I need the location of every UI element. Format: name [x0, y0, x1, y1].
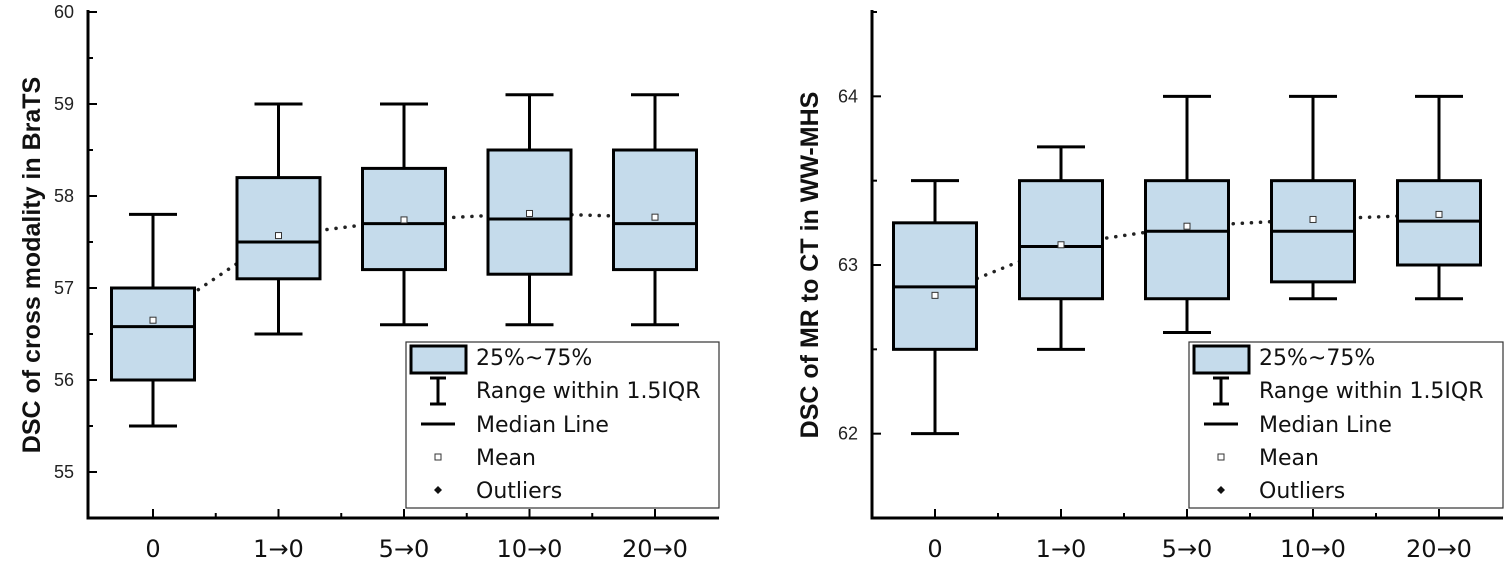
legend-entry-label: 25%~75%	[1259, 346, 1375, 371]
mean-marker	[526, 209, 533, 217]
box-2	[1144, 94, 1230, 334]
mean-marker	[275, 232, 282, 240]
box-4	[612, 93, 698, 327]
mean-marker	[400, 216, 408, 224]
legend-box-symbol	[1192, 344, 1251, 375]
x-tick-label: 0	[145, 535, 160, 563]
mean-marker	[1309, 215, 1317, 223]
x-tick-label: 10→0	[497, 535, 563, 563]
box-0	[110, 212, 196, 428]
chart-right: 62 63 64 0 1→0 5→0 10→0 20→0 DSC of MR to CT in …	[796, 10, 1504, 563]
y-tick-label: 62	[838, 424, 858, 444]
legend-entry-label: Mean	[1259, 446, 1319, 471]
y-tick-label: 57	[54, 278, 74, 298]
legend-entry-label: Mean	[476, 446, 536, 471]
legend-entry-label: Range within 1.5IQR	[1259, 379, 1484, 404]
legend-entry-label: Outliers	[1259, 479, 1345, 504]
legend-outlier-symbol	[1217, 486, 1225, 494]
legend-mean-symbol	[1217, 453, 1225, 461]
y-tick-label: 63	[838, 255, 858, 275]
mean-marker	[1183, 222, 1191, 230]
iqr-box	[1144, 179, 1230, 301]
legend-entry-label: Outliers	[476, 479, 562, 504]
mean-marker	[651, 213, 659, 221]
legend-outlier-symbol	[434, 486, 442, 494]
box-1	[1018, 145, 1104, 351]
mean-marker	[931, 291, 939, 299]
iqr-box	[1018, 179, 1104, 301]
x-tick-label: 1→0	[1036, 535, 1087, 563]
y-axis-label: DSC of cross modality in BraTS	[18, 77, 46, 453]
mean-marker	[1057, 241, 1065, 249]
iqr-box	[1396, 179, 1482, 267]
x-tick-label: 20→0	[622, 535, 688, 563]
y-tick-label: 64	[838, 86, 858, 106]
chart-left: 55 56 57 58 59 60 0 1→0 5→0 10→0 20→0 DSC of cross …	[18, 2, 720, 563]
legend: 25%~75% Range within 1.5IQR Median Line Mea…	[405, 341, 720, 509]
x-tick-label: 5→0	[1162, 535, 1213, 563]
y-tick-label: 60	[54, 2, 74, 22]
box-4	[1396, 94, 1482, 301]
x-tick-label: 1→0	[253, 535, 304, 563]
y-tick-label: 56	[54, 370, 74, 390]
box-1	[235, 102, 322, 336]
x-tick-label: 10→0	[1280, 535, 1346, 563]
iqr-box	[235, 176, 322, 281]
legend-entry-label: Median Line	[476, 413, 609, 438]
y-axis-label: DSC of MR to CT in WW-MHS	[796, 92, 824, 439]
legend-mean-symbol	[434, 453, 442, 461]
y-tick-label: 59	[54, 94, 74, 114]
box-3	[1270, 94, 1356, 301]
box-0	[892, 179, 978, 436]
y-tick-label: 58	[54, 186, 74, 206]
box-3	[486, 93, 573, 327]
iqr-box	[110, 286, 196, 382]
mean-marker	[1435, 210, 1443, 218]
box-2	[361, 102, 447, 327]
x-tick-label: 20→0	[1406, 535, 1472, 563]
legend-entry-label: Range within 1.5IQR	[476, 379, 701, 404]
legend-entry-label: 25%~75%	[476, 346, 592, 371]
y-tick-label: 55	[54, 462, 74, 482]
mean-marker	[149, 316, 157, 324]
legend-box-symbol	[409, 344, 468, 375]
iqr-box	[612, 148, 698, 272]
legend: 25%~75% Range within 1.5IQR Median Line Mea…	[1188, 341, 1504, 509]
legend-entry-label: Median Line	[1259, 413, 1392, 438]
x-tick-label: 0	[927, 535, 942, 563]
x-tick-label: 5→0	[379, 535, 430, 563]
